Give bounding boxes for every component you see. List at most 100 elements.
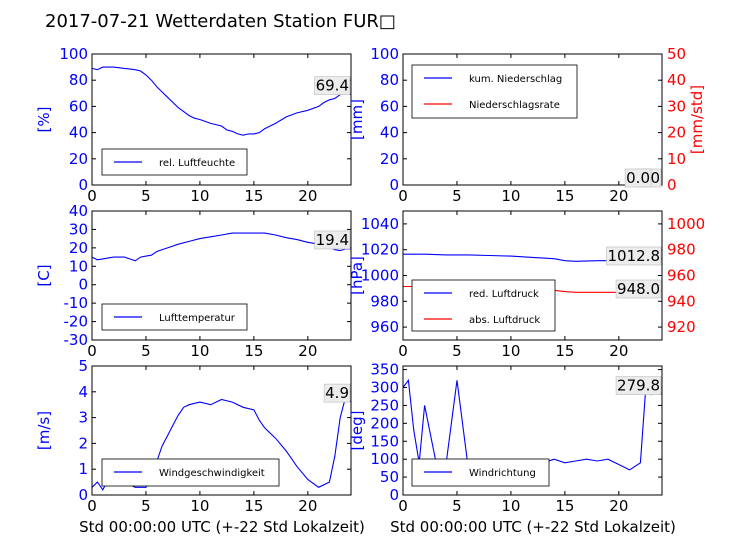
plot-frame: [91, 53, 352, 186]
y-right-tick-label: 920: [667, 318, 696, 336]
last-value-box: [615, 376, 662, 395]
last-value-box: [314, 76, 351, 95]
y-tick-label: 80: [69, 71, 88, 89]
y-right-tick-label: 30: [667, 97, 686, 115]
legend-label: kum. Niederschlag: [469, 74, 562, 85]
last-value-box: [314, 230, 351, 250]
plot-frame: [91, 210, 352, 341]
y-axis-label: [deg]: [348, 411, 366, 451]
x-axis-label-left: Std 00:00:00 UTC (+-22 Std Lokalzeit): [79, 518, 365, 536]
x-tick-label: 5: [452, 187, 462, 205]
y-tick-label: 80: [380, 71, 399, 89]
panel-humidity: 0 5 10 15 20 0 20 40 60 80 100 [%] rel. Luftfeuchte 6…: [35, 45, 352, 205]
y-tick-label: 30: [69, 220, 88, 238]
y-tick-label: 100: [370, 450, 399, 468]
y-tick-label: 0: [78, 276, 88, 294]
y-tick-label: 200: [370, 414, 399, 432]
y-tick-label: 100: [59, 45, 88, 63]
y-tick-label: 0: [78, 176, 88, 194]
y-tick-label: 100: [370, 45, 399, 63]
y-tick-label: 5: [78, 357, 88, 375]
x-tick-label: 15: [555, 342, 574, 360]
y-tick-label: 1040: [361, 215, 399, 233]
x-tick-label: 20: [298, 342, 317, 360]
y-tick-label: 50: [380, 468, 399, 486]
last-value-box: [606, 246, 662, 266]
y-tick-label: 0: [389, 176, 399, 194]
x-tick-label: 5: [452, 497, 462, 515]
y-tick-label: 350: [370, 361, 399, 379]
y-tick-label: 60: [69, 97, 88, 115]
last-value: 19.4: [316, 231, 349, 249]
x-tick-label: 0: [87, 342, 97, 360]
plot-frame: [402, 365, 663, 496]
y-tick-label: 1000: [361, 267, 399, 285]
y-right-tick-label: 1000: [667, 215, 705, 233]
last-value-right-box: [615, 279, 662, 299]
x-tick-label: 5: [141, 187, 151, 205]
legend-box: [411, 64, 578, 119]
y-axis-label: [C]: [35, 264, 53, 286]
y-tick-label: 10: [69, 257, 88, 275]
y-axis-label-right: [mm/std]: [688, 85, 706, 154]
x-tick-label: 10: [190, 497, 209, 515]
y-tick-label: 150: [370, 432, 399, 450]
legend-label: Windrichtung: [469, 468, 536, 479]
x-tick-label: 10: [190, 342, 209, 360]
last-value: 69.4: [316, 77, 349, 95]
last-value: 279.8: [617, 377, 660, 395]
panel-temperature: 0 5 10 15 20-30-20-10010203040[C]Lufttempera…: [35, 202, 352, 360]
x-tick-label: 15: [244, 187, 263, 205]
x-tick-label: 20: [609, 497, 628, 515]
y-axis-label: [mm]: [348, 99, 366, 140]
y-tick-label: 4: [78, 383, 88, 401]
y-tick-label: 0: [78, 486, 88, 504]
y-right-tick-label: 940: [667, 292, 696, 310]
legend-box: [411, 279, 556, 332]
y-right-tick-label: 980: [667, 241, 696, 259]
y-tick-label: 960: [370, 318, 399, 336]
y-tick-label: -10: [64, 294, 89, 312]
legend-label: red. Luftdruck: [469, 289, 539, 300]
y-right-tick-label: 50: [667, 45, 686, 63]
legend-label: Windgeschwindigkeit: [159, 468, 265, 479]
x-tick-label: 20: [609, 187, 628, 205]
x-tick-label: 20: [298, 497, 317, 515]
x-tick-label: 10: [190, 187, 209, 205]
y-tick-label: 40: [380, 124, 399, 142]
x-axis-label-right: Std 00:00:00 UTC (+-22 Std Lokalzeit): [390, 518, 676, 536]
y-tick-label: 40: [69, 202, 88, 220]
x-tick-label: 10: [501, 497, 520, 515]
y-tick-label: 20: [69, 239, 88, 257]
last-value-right: 948.0: [617, 280, 660, 298]
y-right-tick-label: 40: [667, 71, 686, 89]
x-tick-label: 5: [141, 497, 151, 515]
y-tick-label: -20: [64, 313, 89, 331]
y-tick-label: 20: [69, 150, 88, 168]
legend-label: abs. Luftdruck: [469, 315, 540, 326]
legend-label: Niederschlagsrate: [469, 100, 560, 111]
x-tick-label: 0: [398, 497, 408, 515]
panel-wind-direction: 0 5 10 15 20050100150200250300350[deg]Windri…: [348, 361, 663, 515]
x-tick-label: 15: [555, 187, 574, 205]
x-tick-label: 0: [87, 497, 97, 515]
y-right-tick-label: 960: [667, 267, 696, 285]
x-tick-label: 0: [398, 187, 408, 205]
last-value: 4.9: [325, 384, 349, 402]
last-value-box: [624, 168, 652, 188]
y-tick-label: 40: [69, 124, 88, 142]
plot-frame: [91, 365, 352, 496]
last-value: 1012.8: [608, 247, 661, 265]
panel-pressure: 0 5 10 15 20 960 980 1000 1020 1040 920 940 960 980 10…: [348, 210, 705, 360]
last-value-box: [323, 383, 351, 403]
x-tick-label: 15: [244, 497, 263, 515]
y-tick-label: 300: [370, 379, 399, 397]
y-right-tick-label: 10: [667, 150, 686, 168]
panel-wind-speed: 0 5 10 15 20 0 1 2 3 4 5 [m/s] Windgeschwindigkeit 4.…: [35, 357, 352, 515]
x-tick-label: 5: [452, 342, 462, 360]
legend-label: rel. Luftfeuchte: [159, 158, 235, 169]
x-tick-label: 5: [141, 342, 151, 360]
x-tick-label: 15: [555, 497, 574, 515]
y-axis-label: [hPa]: [348, 256, 366, 295]
